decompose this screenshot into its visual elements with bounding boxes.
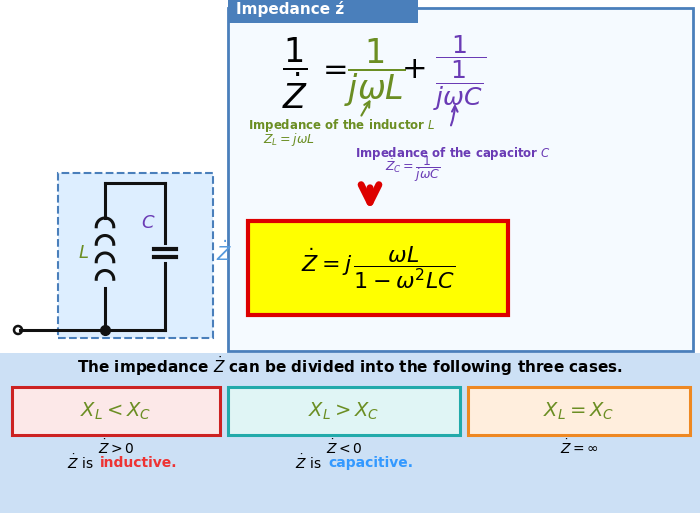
Text: $X_L < X_C$: $X_L < X_C$: [80, 400, 152, 422]
Bar: [0, 353, 700, 513]
Text: capacitive.: capacitive.: [328, 456, 413, 470]
Text: $X_L = X_C$: $X_L = X_C$: [543, 400, 615, 422]
Text: $\dot{Z} = j\,\dfrac{\omega L}{1 - \omega^2 LC}$: $\dot{Z} = j\,\dfrac{\omega L}{1 - \omeg…: [301, 245, 455, 291]
Text: $\dot{Z}_C = \dfrac{1}{j\omega C}$: $\dot{Z}_C = \dfrac{1}{j\omega C}$: [385, 154, 440, 184]
Text: $\dfrac{1}{\dot{Z}}$: $\dfrac{1}{\dot{Z}}$: [282, 35, 308, 111]
Text: $\dot{Z} < 0$: $\dot{Z} < 0$: [326, 439, 363, 458]
FancyBboxPatch shape: [58, 173, 213, 338]
Text: $+$: $+$: [401, 54, 425, 84]
Text: $\dot{Z}$ is: $\dot{Z}$ is: [67, 453, 94, 472]
FancyBboxPatch shape: [228, 387, 460, 435]
Text: Impedance of the inductor $L$: Impedance of the inductor $L$: [248, 116, 435, 133]
FancyBboxPatch shape: [468, 387, 690, 435]
Text: Impedance ź: Impedance ź: [236, 1, 344, 17]
Text: $=$: $=$: [317, 54, 347, 84]
Text: Impedance of the capacitor $C$: Impedance of the capacitor $C$: [355, 145, 551, 162]
Text: $C$: $C$: [141, 214, 155, 232]
Bar: [228, 8, 693, 351]
Text: $X_L > X_C$: $X_L > X_C$: [309, 400, 379, 422]
FancyBboxPatch shape: [12, 387, 220, 435]
Text: $\dot{Z}$ is: $\dot{Z}$ is: [295, 453, 321, 472]
Text: $L$: $L$: [78, 244, 88, 262]
Bar: [0, 0, 700, 353]
Text: $\dot{Z}$: $\dot{Z}$: [216, 241, 232, 265]
Text: $\dot{Z} > 0$: $\dot{Z} > 0$: [98, 439, 134, 458]
FancyBboxPatch shape: [248, 221, 508, 315]
Text: The impedance $\dot{Z}$ can be divided into the following three cases.: The impedance $\dot{Z}$ can be divided i…: [77, 354, 623, 378]
Text: $\dot{Z}_L = j\omega L$: $\dot{Z}_L = j\omega L$: [263, 129, 315, 149]
Text: $\dot{Z} = \infty$: $\dot{Z} = \infty$: [559, 439, 598, 458]
Bar: [228, 0, 418, 23]
Text: inductive.: inductive.: [100, 456, 178, 470]
Text: $\dfrac{1}{\dfrac{1}{j\omega C}}$: $\dfrac{1}{\dfrac{1}{j\omega C}}$: [433, 33, 486, 113]
Text: $\dfrac{1}{j\omega L}$: $\dfrac{1}{j\omega L}$: [344, 37, 406, 109]
